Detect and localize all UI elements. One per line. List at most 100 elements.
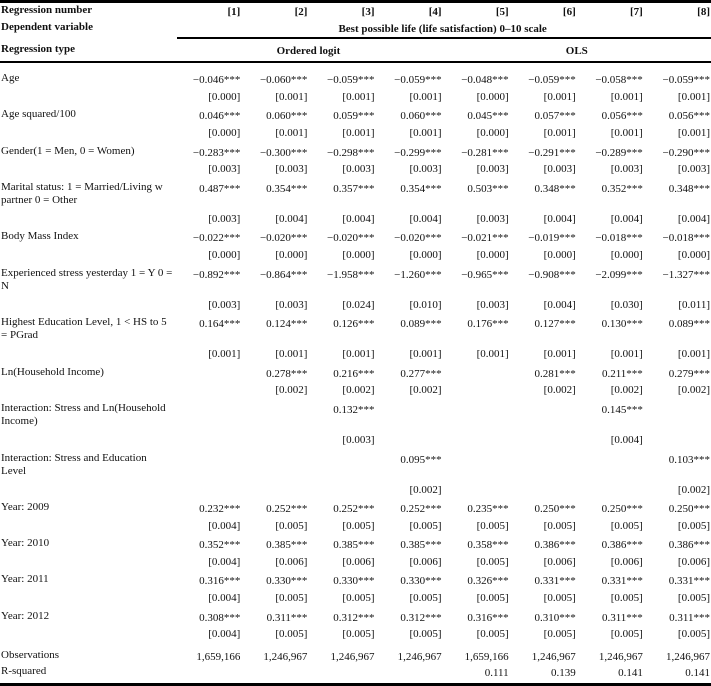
standard-error-cell: [0.004] (208, 519, 241, 532)
table-row: Body Mass Index −0.022*** −0.020*** −0.020*… (0, 227, 711, 247)
footer-value-cell: 1,246,967 (531, 650, 576, 663)
coefficient-cell: 0.095*** (400, 453, 442, 466)
regression-type-label: Regression type (1, 43, 76, 56)
standard-error-cell: [0.002] (342, 384, 375, 397)
coefficient-cell: 0.331*** (668, 575, 710, 588)
coefficient-cell: 0.311*** (669, 611, 710, 624)
coefficient-cell: 0.503*** (467, 182, 509, 195)
table-row: Age squared/100 0.046*** 0.060*** 0.059*** 0… (0, 105, 711, 125)
footer-value-cell: 1,246,967 (598, 650, 643, 663)
standard-error-cell: [0.004] (208, 555, 241, 568)
standard-error-cell: [0.005] (476, 592, 509, 605)
coefficient-cell (443, 399, 510, 432)
coefficient-cell: 0.386*** (601, 539, 643, 552)
coefficient-cell: 0.354*** (400, 182, 442, 195)
standard-error-cell: [0.005] (677, 592, 710, 605)
standard-error-cell: [0.005] (677, 519, 710, 532)
coefficient-cell: 0.348*** (668, 182, 710, 195)
dependent-variable-row: Dependent variable Best possible life (l… (0, 21, 711, 38)
empty-label (0, 518, 174, 535)
standard-error-cell (376, 432, 443, 449)
coefficient-cell: 0.216*** (333, 367, 375, 380)
standard-error-cell (174, 432, 241, 449)
coefficient-cell: −0.291*** (528, 146, 576, 159)
coefficient-cell: 0.279*** (668, 367, 710, 380)
standard-error-cell: [0.005] (409, 519, 442, 532)
empty-label (0, 125, 174, 142)
standard-error-cell: [0.004] (342, 212, 375, 225)
variable-label: Interaction: Stress and Education Level (1, 451, 147, 477)
standard-error-cell: [0.000] (342, 248, 375, 261)
coefficient-cell: −0.281*** (461, 146, 509, 159)
coefficient-cell: 0.331*** (601, 575, 643, 588)
footer-value-cell (241, 665, 308, 682)
coefficient-cell: 0.232*** (199, 503, 241, 516)
regression-type-ordered-logit: Ordered logit (276, 45, 341, 58)
standard-error-cell: [0.001] (610, 126, 643, 139)
coefficient-cell: 0.046*** (199, 110, 241, 123)
standard-error-cell: [0.001] (342, 348, 375, 361)
coefficient-cell: 0.045*** (467, 110, 509, 123)
coefficient-cell: 0.311*** (601, 611, 643, 624)
coefficient-cell: 0.130*** (601, 318, 643, 331)
standard-error-cell: [0.003] (275, 298, 308, 311)
coefficient-cell: 0.176*** (467, 318, 509, 331)
coefficient-cell: −0.965*** (461, 268, 509, 281)
table-row: Age −0.046*** −0.060*** −0.059*** −0.059*** −… (0, 69, 711, 89)
standard-error-cell: [0.005] (677, 628, 710, 641)
table-row: Highest Education Level, 1 < HS to 5 = P… (0, 313, 711, 346)
standard-error-cell: [0.001] (543, 126, 576, 139)
footer-value-cell (174, 665, 241, 682)
regression-number: [8] (697, 6, 710, 18)
standard-error-cell (241, 432, 308, 449)
table-row: Marital status: 1 = Married/Living w par… (0, 178, 711, 211)
standard-error-cell: [0.003] (342, 163, 375, 176)
standard-error-cell: [0.005] (543, 519, 576, 532)
standard-error-cell: [0.006] (409, 555, 442, 568)
variable-label: Highest Education Level, 1 < HS to 5 = P… (1, 316, 167, 342)
standard-error-cell: [0.001] (409, 90, 442, 103)
coefficient-cell: 0.312*** (333, 611, 375, 624)
coefficient-cell: 0.089*** (668, 318, 710, 331)
standard-error-cell: [0.004] (208, 628, 241, 641)
coefficient-cell: −0.864*** (259, 268, 308, 281)
variable-label: Gender(1 = Men, 0 = Women) (1, 144, 135, 157)
coefficient-cell: 0.252*** (333, 503, 375, 516)
standard-error-cell: [0.003] (208, 212, 241, 225)
coefficient-cell (510, 399, 577, 432)
regression-number: [3] (361, 6, 375, 18)
standard-error-cell: [0.004] (610, 433, 643, 446)
coefficient-cell: −0.908*** (528, 268, 576, 281)
standard-error-cell: [0.003] (275, 163, 308, 176)
standard-error-cell (174, 482, 241, 499)
coefficient-cell: 0.277*** (400, 367, 442, 380)
standard-error-cell: [0.000] (476, 126, 509, 139)
standard-error-cell: [0.001] (342, 90, 375, 103)
standard-error-cell (577, 482, 644, 499)
coefficient-cell: 0.127*** (534, 318, 576, 331)
regression-number: [1] (227, 6, 241, 18)
dependent-variable: Best possible life (life satisfaction) 0… (338, 22, 547, 35)
coefficient-cell: 0.250*** (668, 503, 710, 516)
regression-type-ols: OLS (565, 45, 588, 58)
coefficient-cell: −0.059*** (662, 74, 710, 87)
standard-error-cell: [0.005] (476, 555, 509, 568)
empty-label (0, 432, 174, 449)
standard-error-cell: [0.003] (208, 163, 241, 176)
standard-error-cell: [0.004] (275, 212, 308, 225)
standard-error-cell: [0.001] (275, 90, 308, 103)
empty-label (0, 554, 174, 571)
empty-label (0, 382, 174, 399)
variable-label: Body Mass Index (1, 230, 79, 243)
coefficient-cell: −0.060*** (259, 74, 308, 87)
empty-label (0, 346, 174, 363)
coefficient-cell: 0.385*** (400, 539, 442, 552)
variable-label: Year: 2009 (1, 501, 50, 514)
coefficient-cell: −0.290*** (662, 146, 710, 159)
standard-error-cell: [0.003] (677, 163, 710, 176)
standard-error-cell: [0.005] (610, 592, 643, 605)
coefficient-cell: 0.252*** (400, 503, 442, 516)
standard-error-cell: [0.000] (610, 248, 643, 261)
coefficient-cell: 0.089*** (400, 318, 442, 331)
standard-error-row: [0.004] [0.005] [0.005] [0.005] [0.005] [0.00… (0, 626, 711, 643)
